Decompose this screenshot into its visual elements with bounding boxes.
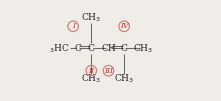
Text: CH$_3$: CH$_3$ <box>114 73 134 85</box>
Text: C: C <box>121 44 128 53</box>
Text: IV: IV <box>120 22 128 30</box>
Text: II: II <box>88 67 94 75</box>
Text: C: C <box>88 44 95 53</box>
Text: CH$_3$: CH$_3$ <box>133 42 153 55</box>
Text: CH$_3$: CH$_3$ <box>81 73 101 85</box>
Text: C: C <box>74 44 81 53</box>
Text: III: III <box>104 67 113 75</box>
Text: CH$_3$: CH$_3$ <box>81 12 101 24</box>
Text: CH: CH <box>101 44 116 53</box>
Text: I: I <box>72 22 75 30</box>
Text: $_3$HC: $_3$HC <box>49 42 70 55</box>
